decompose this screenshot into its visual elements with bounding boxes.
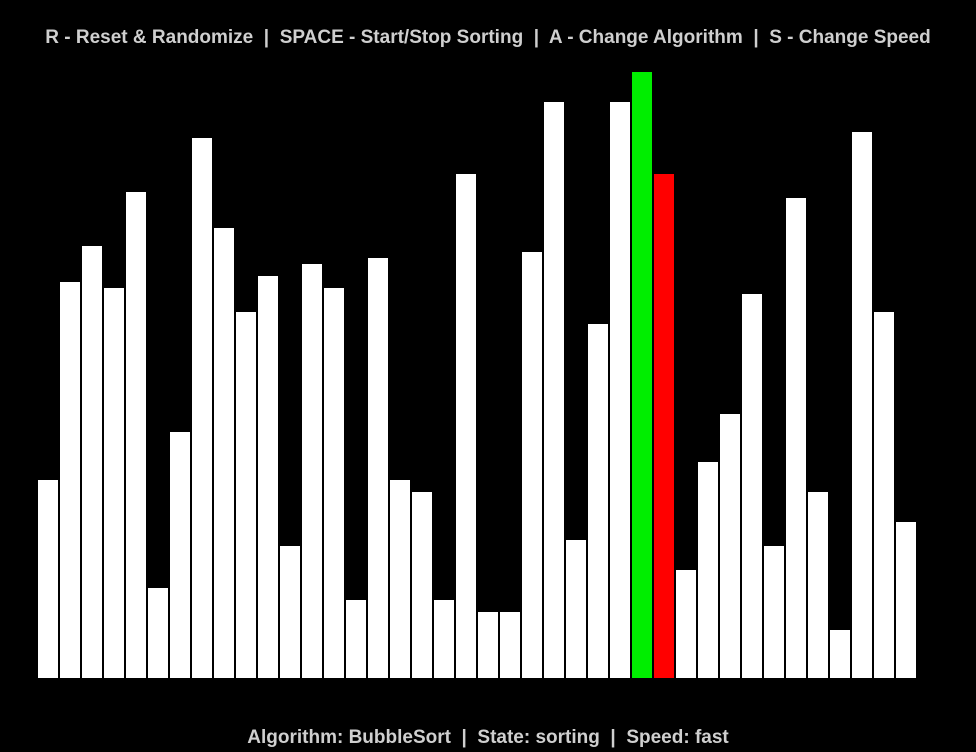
help-start-stop: SPACE - Start/Stop Sorting <box>279 27 524 48</box>
algorithm-value: BubbleSort <box>348 727 451 748</box>
status-bar: Algorithm: BubbleSort | State: sorting |… <box>0 726 976 750</box>
array-bar <box>280 546 300 678</box>
array-bar <box>720 414 740 678</box>
state-label: State: <box>477 727 536 748</box>
array-bar <box>566 540 586 678</box>
array-bar <box>808 492 828 678</box>
array-bar <box>324 288 344 678</box>
array-bar <box>764 546 784 678</box>
array-bar <box>192 138 212 678</box>
array-bar <box>830 630 850 678</box>
array-bar-compare-red <box>654 174 674 678</box>
array-bar <box>258 276 278 678</box>
array-bar <box>170 432 190 678</box>
array-bar <box>82 246 102 678</box>
array-bar <box>786 198 806 678</box>
array-bar <box>742 294 762 678</box>
array-bar <box>500 612 520 678</box>
help-separator: | <box>253 27 280 48</box>
array-bar-compare-green <box>632 72 652 678</box>
status-separator: | <box>450 727 478 748</box>
speed-label: Speed: <box>626 727 695 748</box>
array-bar <box>852 132 872 678</box>
array-bar <box>478 612 498 678</box>
array-bar <box>676 570 696 678</box>
algorithm-label: Algorithm: <box>247 727 349 748</box>
array-bar <box>60 282 80 678</box>
array-bar <box>368 258 388 678</box>
array-bar <box>126 192 146 678</box>
array-bar <box>588 324 608 678</box>
help-change-speed: S - Change Speed <box>769 27 931 48</box>
status-separator: | <box>599 727 627 748</box>
array-bar <box>874 312 894 678</box>
array-bar <box>896 522 916 678</box>
help-separator: | <box>523 27 549 48</box>
array-bar <box>302 264 322 678</box>
array-bar <box>434 600 454 678</box>
controls-help-bar: R - Reset & Randomize | SPACE - Start/St… <box>0 26 976 50</box>
array-bar <box>38 480 58 678</box>
array-bar <box>346 600 366 678</box>
help-change-algorithm: A - Change Algorithm <box>548 27 743 48</box>
array-bar <box>522 252 542 678</box>
array-bar <box>698 462 718 678</box>
array-bar <box>148 588 168 678</box>
array-bar <box>456 174 476 678</box>
help-separator: | <box>742 27 770 48</box>
help-reset: R - Reset & Randomize <box>45 27 254 48</box>
speed-value: fast <box>694 727 729 748</box>
array-bar <box>544 102 564 678</box>
array-bar <box>390 480 410 678</box>
state-value: sorting <box>535 727 600 748</box>
array-bar <box>236 312 256 678</box>
array-bar <box>412 492 432 678</box>
array-bar <box>214 228 234 678</box>
array-bar <box>610 102 630 678</box>
array-bar <box>104 288 124 678</box>
